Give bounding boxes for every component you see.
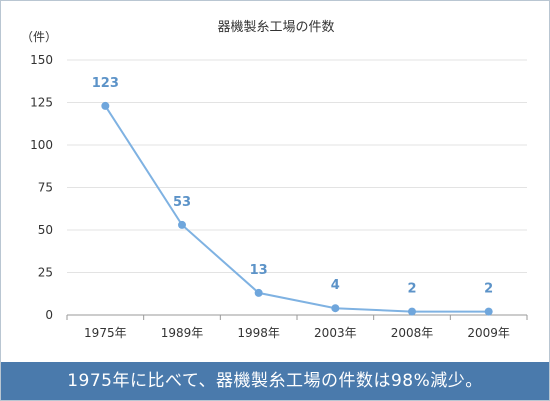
x-tick-label-5: 2009年 [467,326,510,340]
x-tick-label-4: 2008年 [391,326,434,340]
data-point-0 [101,101,110,110]
y-tick-label-25: 25 [38,266,53,280]
data-label-1: 53 [173,195,191,210]
data-label-4: 2 [407,282,416,297]
series-polyline [104,105,489,313]
x-tick-labels: 1975年 1989年 1998年 2003年 2008年 2009年 [84,326,510,340]
x-tick-label-1: 1989年 [161,326,204,340]
axes [66,314,528,320]
data-point-3 [331,304,340,313]
y-tick-label-150: 150 [30,53,53,67]
line-chart: 器機製糸工場の件数 （件） 0 25 50 75 100 125 150 1975年 1989… [21,20,528,340]
x-tick-label-3: 2003年 [314,326,357,340]
y-tick-label-125: 125 [30,96,53,110]
data-point-4 [408,307,416,316]
data-labels: 123 53 13 4 2 2 [92,76,493,297]
chart-title: 器機製糸工場の件数 [217,20,334,35]
data-label-5: 2 [484,282,493,297]
y-tick-label-50: 50 [38,223,53,237]
x-tick-label-2: 1998年 [237,326,280,340]
y-axis-unit-label: （件） [21,30,57,44]
y-tick-label-75: 75 [38,181,53,195]
y-tick-label-0: 0 [45,308,53,322]
series-line [104,105,489,313]
data-point-2 [254,288,263,297]
data-label-2: 13 [250,263,268,278]
x-tick-label-0: 1975年 [84,326,127,340]
y-tick-label-100: 100 [30,138,53,152]
data-label-0: 123 [92,76,119,91]
data-point-5 [484,307,493,316]
caption-banner: 1975年に比べて、器機製糸工場の件数は98%減少。 [1,362,549,400]
y-tick-labels: 0 25 50 75 100 125 150 [30,53,53,322]
gridlines [67,59,527,273]
data-points [101,101,493,316]
data-point-1 [178,220,186,229]
data-label-3: 4 [331,278,340,293]
